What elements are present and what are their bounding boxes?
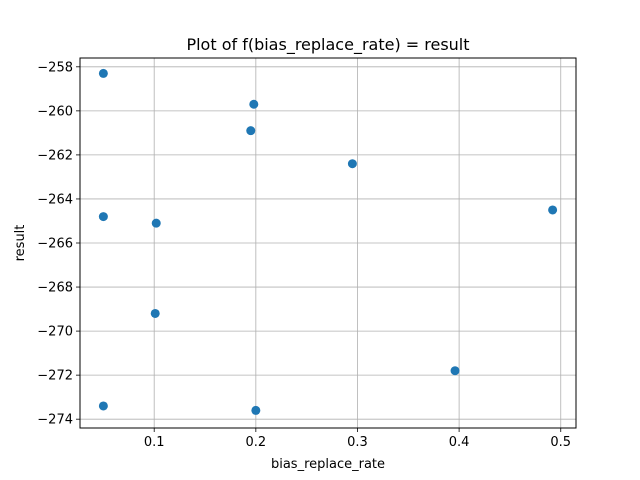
data-points <box>98 68 558 415</box>
x-tick-label: 0.4 <box>449 435 470 450</box>
y-tick-label: −262 <box>37 148 73 163</box>
y-tick-label: −274 <box>37 413 73 428</box>
y-tick-label: −272 <box>37 369 73 384</box>
x-tick-label: 0.5 <box>550 435 571 450</box>
y-tick-label: −270 <box>37 325 73 340</box>
scatter-point <box>249 99 259 109</box>
scatter-point <box>151 218 161 228</box>
scatter-point <box>450 366 460 376</box>
x-tick-label: 0.1 <box>144 435 165 450</box>
scatter-point <box>548 205 558 215</box>
scatter-point <box>246 126 256 136</box>
scatter-point <box>98 212 108 222</box>
x-tick-label: 0.3 <box>347 435 368 450</box>
scatter-point <box>150 308 160 318</box>
scatter-point <box>98 68 108 78</box>
y-axis-ticks: −274 −272 −270 −268 −266 −264 −262 −260 −258 <box>37 60 80 428</box>
scatter-point <box>251 405 261 415</box>
y-tick-label: −268 <box>37 281 73 296</box>
x-axis-ticks: 0.1 0.2 0.3 0.4 0.5 <box>144 428 571 450</box>
y-axis-label: result <box>13 225 28 262</box>
y-tick-label: −266 <box>37 237 73 252</box>
scatter-point <box>347 159 357 169</box>
x-axis-label: bias_replace_rate <box>271 457 385 472</box>
y-tick-label: −258 <box>37 60 73 75</box>
grid <box>80 58 576 428</box>
y-tick-label: −264 <box>37 192 73 207</box>
scatter-point <box>98 401 108 411</box>
chart-title: Plot of f(bias_replace_rate) = result <box>186 35 469 55</box>
y-tick-label: −260 <box>37 104 73 119</box>
x-tick-label: 0.2 <box>245 435 266 450</box>
